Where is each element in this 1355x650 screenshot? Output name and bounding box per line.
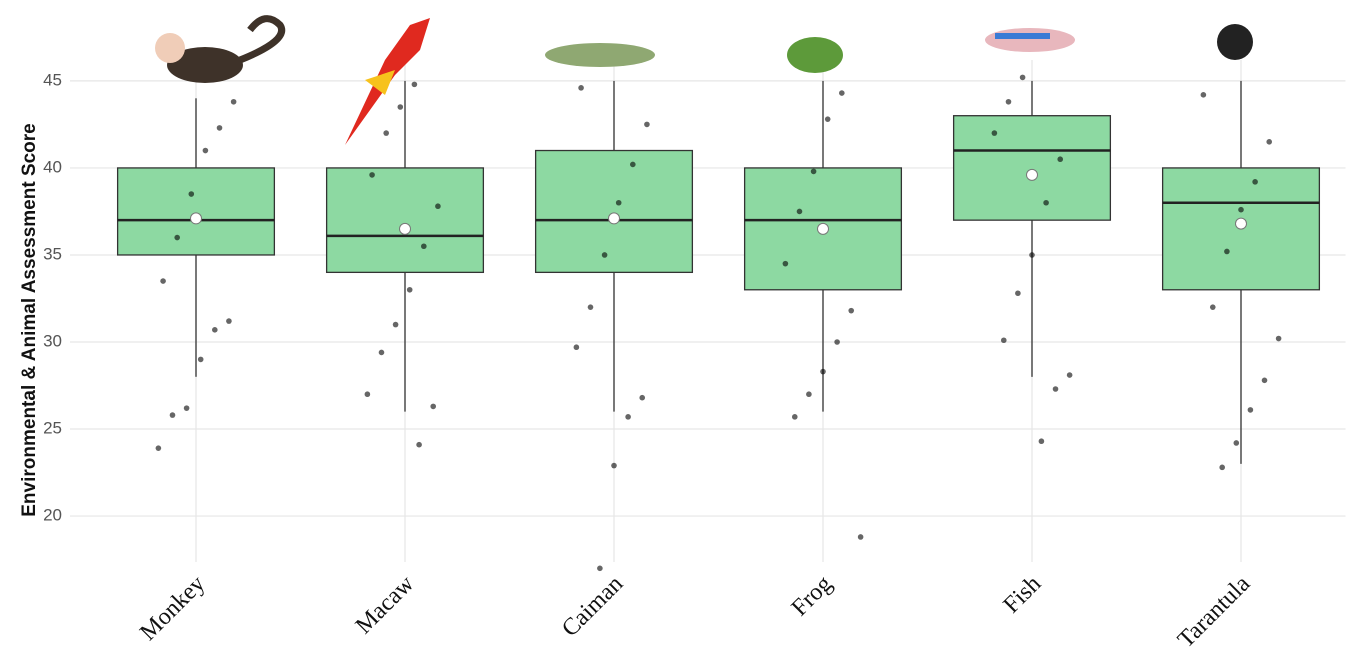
data-point <box>578 85 584 91</box>
y-tick-label: 45 <box>43 70 62 89</box>
data-point <box>1015 290 1021 296</box>
data-point <box>226 318 232 324</box>
data-point <box>1001 337 1007 343</box>
data-point <box>839 90 845 96</box>
data-point <box>848 308 854 314</box>
data-point <box>820 369 826 375</box>
data-point <box>430 404 436 410</box>
x-tick-label: Tarantula <box>1173 571 1255 650</box>
data-point <box>1020 75 1026 81</box>
y-tick-label: 20 <box>43 506 62 525</box>
data-point <box>383 130 389 136</box>
data-point <box>1057 156 1063 162</box>
box <box>954 116 1111 220</box>
data-point <box>639 395 645 401</box>
data-point <box>792 414 798 420</box>
x-tick-label: Caiman <box>557 571 628 642</box>
data-point <box>1006 99 1012 105</box>
data-point <box>574 344 580 350</box>
data-point <box>174 235 180 241</box>
mean <box>1027 169 1038 180</box>
x-tick-label: Monkey <box>135 571 210 646</box>
data-point <box>188 191 194 197</box>
data-point <box>393 322 399 328</box>
data-point <box>217 125 223 131</box>
x-tick-label: Macaw <box>351 570 420 639</box>
data-point <box>1219 465 1225 471</box>
data-point <box>416 442 422 448</box>
data-point <box>616 200 622 206</box>
data-point <box>369 172 375 178</box>
data-point <box>1029 252 1035 258</box>
data-point <box>397 104 403 110</box>
data-point <box>379 350 385 356</box>
mean <box>818 223 829 234</box>
data-point <box>1276 336 1282 342</box>
box <box>536 151 693 273</box>
data-point <box>630 162 636 168</box>
data-point <box>1210 304 1216 310</box>
data-point <box>231 99 237 105</box>
data-point <box>435 203 441 209</box>
data-point <box>421 243 427 249</box>
data-point <box>412 82 418 88</box>
data-point <box>611 463 617 469</box>
data-point <box>203 148 209 154</box>
data-point <box>858 534 864 540</box>
data-point <box>825 116 831 122</box>
mean <box>191 213 202 224</box>
data-point <box>806 391 812 397</box>
box <box>118 168 275 255</box>
data-point <box>1238 207 1244 213</box>
data-point <box>198 357 204 363</box>
data-point <box>811 169 817 175</box>
data-point <box>1067 372 1073 378</box>
data-point <box>156 445 162 451</box>
mean <box>400 223 411 234</box>
data-point <box>588 304 594 310</box>
data-point <box>597 565 603 571</box>
chart: Environmental & Animal Assessment Score … <box>0 0 1355 650</box>
mean <box>609 213 620 224</box>
data-point <box>797 209 803 215</box>
data-point <box>1266 139 1272 145</box>
data-point <box>365 391 371 397</box>
data-point <box>644 122 650 128</box>
y-tick-label: 25 <box>43 419 62 438</box>
data-point <box>992 130 998 136</box>
data-point <box>1224 249 1230 255</box>
y-tick-label: 35 <box>43 244 62 263</box>
mean <box>1236 218 1247 229</box>
y-tick-label: 30 <box>43 331 62 350</box>
data-point <box>184 405 190 411</box>
y-tick-label: 40 <box>43 157 62 176</box>
data-point <box>170 412 176 418</box>
data-point <box>212 327 218 333</box>
data-point <box>1262 377 1268 383</box>
data-point <box>1201 92 1207 98</box>
data-point <box>1233 440 1239 446</box>
x-tick-label: Frog <box>787 571 837 621</box>
data-point <box>1043 200 1049 206</box>
data-point <box>1252 179 1258 185</box>
data-point <box>1039 438 1045 444</box>
data-point <box>625 414 631 420</box>
data-point <box>1248 407 1254 413</box>
data-point <box>1053 386 1059 392</box>
data-point <box>602 252 608 258</box>
box <box>327 168 484 272</box>
data-point <box>783 261 789 267</box>
x-tick-label: Fish <box>999 571 1047 619</box>
data-point <box>407 287 413 293</box>
y-axis-label: Environmental & Animal Assessment Score <box>19 123 40 517</box>
data-point <box>160 278 166 284</box>
data-point <box>834 339 840 345</box>
